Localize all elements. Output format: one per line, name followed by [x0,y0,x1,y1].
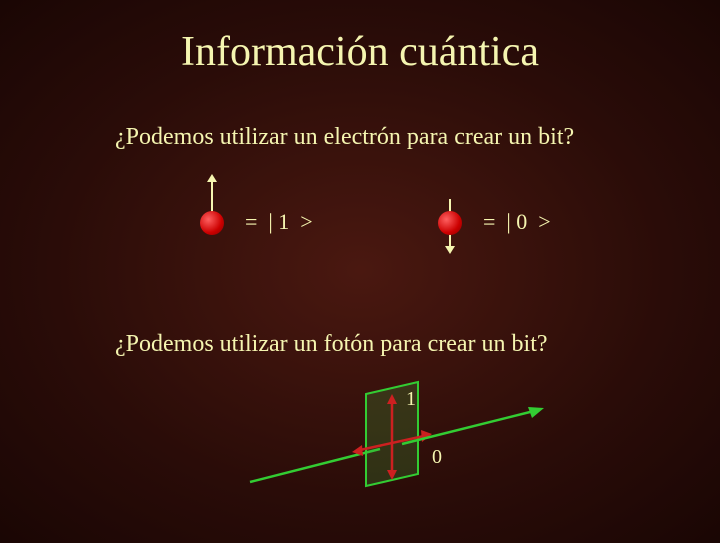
electron-row: = | 1 > = | 0 > [0,191,720,271]
electron-spin-down [438,211,462,235]
photon-svg [0,358,720,538]
ket-one: = | 1 > [245,209,313,235]
question-photon: ¿Podemos utilizar un fotón para crear un… [0,331,720,358]
question-electron: ¿Podemos utilizar un electrón para crear… [0,124,720,151]
bit-one-label: 1 [406,388,416,411]
electron-spin-up [200,211,224,235]
bit-zero-label: 0 [432,446,442,469]
ket-zero: = | 0 > [483,209,551,235]
photon-beam [402,411,534,444]
photon-diagram: 1 0 [0,358,720,538]
beam-arrowhead-icon [528,407,544,418]
page-title: Información cuántica [0,0,720,76]
